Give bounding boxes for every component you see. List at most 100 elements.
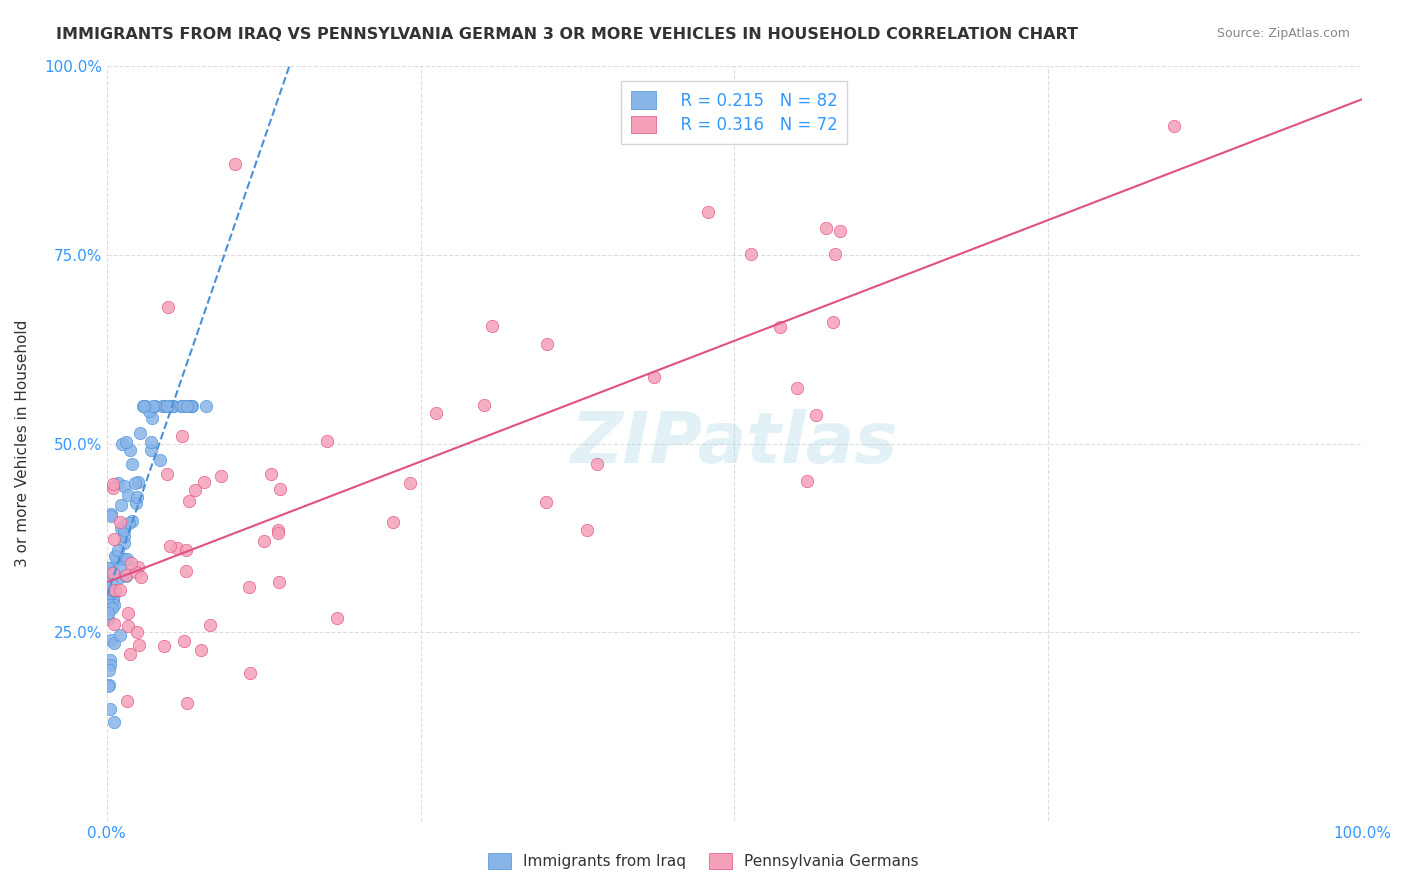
Immigrants from Iraq	[103, 594, 125, 608]
Immigrants from Iraq	[97, 587, 120, 601]
Pennsylvania Germans	[382, 516, 405, 530]
Immigrants from Iraq	[127, 475, 149, 489]
Text: Source: ZipAtlas.com: Source: ZipAtlas.com	[1216, 27, 1350, 40]
Legend: Immigrants from Iraq, Pennsylvania Germans: Immigrants from Iraq, Pennsylvania Germa…	[481, 847, 925, 875]
Immigrants from Iraq	[162, 399, 184, 413]
Text: ZIPatlas: ZIPatlas	[571, 409, 898, 478]
Immigrants from Iraq	[103, 590, 125, 604]
Pennsylvania Germans	[575, 523, 598, 537]
Immigrants from Iraq	[152, 399, 174, 413]
Pennsylvania Germans	[190, 643, 212, 657]
Pennsylvania Germans	[120, 556, 142, 570]
Pennsylvania Germans	[238, 580, 260, 594]
Immigrants from Iraq	[112, 552, 135, 566]
Pennsylvania Germans	[177, 494, 200, 508]
Pennsylvania Germans	[824, 247, 846, 261]
Immigrants from Iraq	[97, 606, 120, 620]
Immigrants from Iraq	[159, 399, 181, 413]
Immigrants from Iraq	[98, 598, 121, 612]
Immigrants from Iraq	[112, 529, 135, 543]
Immigrants from Iraq	[143, 399, 166, 413]
Pennsylvania Germans	[224, 157, 246, 171]
Immigrants from Iraq	[97, 679, 120, 693]
Immigrants from Iraq	[97, 585, 120, 599]
Immigrants from Iraq	[115, 569, 138, 583]
Immigrants from Iraq	[172, 399, 194, 413]
Pennsylvania Germans	[156, 467, 179, 481]
Immigrants from Iraq	[132, 399, 155, 413]
Immigrants from Iraq	[108, 559, 131, 574]
Pennsylvania Germans	[128, 638, 150, 652]
Pennsylvania Germans	[101, 566, 124, 581]
Pennsylvania Germans	[127, 559, 149, 574]
Immigrants from Iraq	[181, 399, 204, 413]
Immigrants from Iraq	[156, 399, 179, 413]
Immigrants from Iraq	[176, 399, 198, 413]
Pennsylvania Germans	[193, 475, 215, 489]
Pennsylvania Germans	[117, 619, 139, 633]
Immigrants from Iraq	[152, 399, 174, 413]
Pennsylvania Germans	[425, 405, 447, 419]
Pennsylvania Germans	[176, 696, 198, 710]
Immigrants from Iraq	[132, 399, 155, 413]
Pennsylvania Germans	[804, 408, 827, 422]
Pennsylvania Germans	[267, 575, 290, 590]
Pennsylvania Germans	[399, 475, 422, 490]
Immigrants from Iraq	[114, 434, 136, 449]
Immigrants from Iraq	[142, 399, 165, 413]
Pennsylvania Germans	[740, 246, 762, 260]
Immigrants from Iraq	[107, 475, 129, 490]
Immigrants from Iraq	[105, 553, 128, 567]
Pennsylvania Germans	[152, 639, 174, 653]
Immigrants from Iraq	[104, 549, 127, 564]
Pennsylvania Germans	[103, 481, 125, 495]
Pennsylvania Germans	[103, 532, 125, 546]
Immigrants from Iraq	[103, 636, 125, 650]
Pennsylvania Germans	[472, 398, 495, 412]
Immigrants from Iraq	[100, 508, 122, 523]
Pennsylvania Germans	[267, 526, 290, 541]
Immigrants from Iraq	[170, 399, 193, 413]
Pennsylvania Germans	[127, 624, 149, 639]
Immigrants from Iraq	[100, 507, 122, 521]
Immigrants from Iraq	[179, 399, 201, 413]
Y-axis label: 3 or more Vehicles in Household: 3 or more Vehicles in Household	[15, 320, 30, 567]
Pennsylvania Germans	[253, 533, 276, 548]
Pennsylvania Germans	[115, 694, 138, 708]
Pennsylvania Germans	[159, 540, 181, 554]
Immigrants from Iraq	[100, 574, 122, 589]
Pennsylvania Germans	[536, 337, 558, 351]
Immigrants from Iraq	[118, 443, 141, 458]
Immigrants from Iraq	[97, 561, 120, 575]
Immigrants from Iraq	[103, 584, 125, 599]
Pennsylvania Germans	[129, 570, 152, 584]
Pennsylvania Germans	[796, 475, 818, 489]
Immigrants from Iraq	[110, 498, 132, 512]
Immigrants from Iraq	[114, 518, 136, 533]
Immigrants from Iraq	[121, 457, 143, 471]
Pennsylvania Germans	[586, 457, 609, 471]
Pennsylvania Germans	[643, 370, 665, 384]
Immigrants from Iraq	[139, 442, 162, 457]
Immigrants from Iraq	[125, 490, 148, 504]
Pennsylvania Germans	[173, 634, 195, 648]
Immigrants from Iraq	[121, 514, 143, 528]
Immigrants from Iraq	[134, 399, 156, 413]
Immigrants from Iraq	[98, 566, 121, 580]
Legend:   R = 0.215   N = 82,   R = 0.316   N = 72: R = 0.215 N = 82, R = 0.316 N = 72	[621, 81, 848, 145]
Pennsylvania Germans	[316, 434, 339, 449]
Immigrants from Iraq	[115, 552, 138, 566]
Immigrants from Iraq	[97, 599, 120, 613]
Pennsylvania Germans	[821, 315, 844, 329]
Text: IMMIGRANTS FROM IRAQ VS PENNSYLVANIA GERMAN 3 OR MORE VEHICLES IN HOUSEHOLD CORR: IMMIGRANTS FROM IRAQ VS PENNSYLVANIA GER…	[56, 27, 1078, 42]
Immigrants from Iraq	[98, 663, 121, 677]
Pennsylvania Germans	[786, 381, 808, 395]
Pennsylvania Germans	[769, 320, 792, 334]
Immigrants from Iraq	[125, 495, 148, 509]
Immigrants from Iraq	[112, 523, 135, 537]
Pennsylvania Germans	[814, 220, 837, 235]
Pennsylvania Germans	[103, 616, 125, 631]
Pennsylvania Germans	[156, 301, 179, 315]
Immigrants from Iraq	[124, 476, 146, 491]
Immigrants from Iraq	[117, 488, 139, 502]
